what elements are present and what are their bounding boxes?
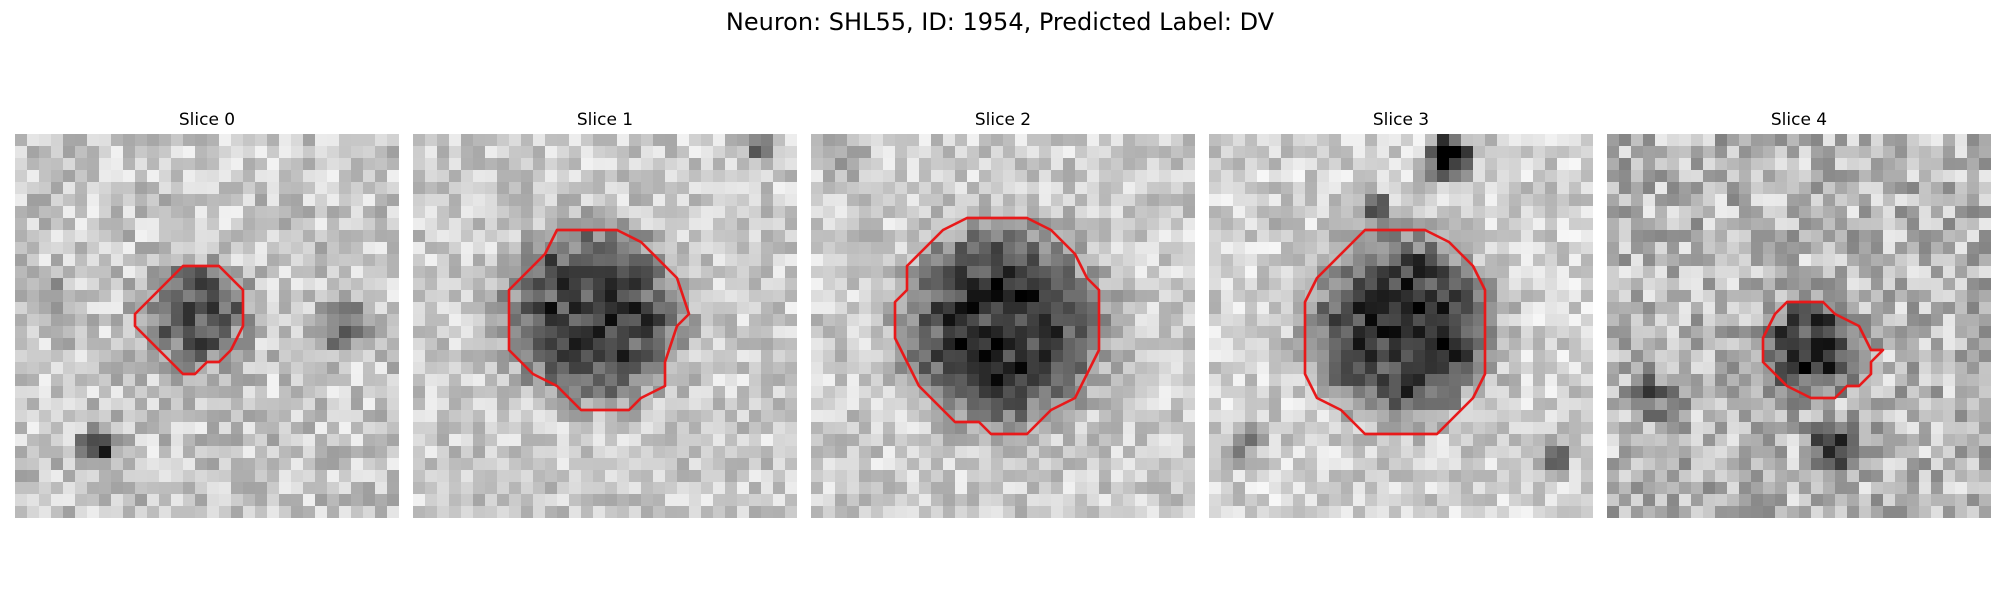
slice-image-2 — [811, 134, 1195, 518]
slice-title-0: Slice 0 — [178, 110, 236, 130]
slice-title-4: Slice 4 — [1770, 110, 1828, 130]
roi-contour — [507, 228, 691, 412]
slice-pixels — [15, 134, 399, 518]
slice-pixels — [1607, 134, 1991, 518]
slice-image-3 — [1209, 134, 1593, 518]
roi-contour — [1761, 300, 1885, 400]
slice-pixels — [811, 134, 1195, 518]
slice-image-1 — [413, 134, 797, 518]
slice-title-1: Slice 1 — [576, 110, 634, 130]
roi-contour — [1303, 228, 1487, 436]
slice-pixels — [413, 134, 797, 518]
slice-panel-4: Slice 4 — [1607, 108, 1991, 518]
slice-panel-1: Slice 1 — [413, 108, 797, 518]
slice-panel-3: Slice 3 — [1209, 108, 1593, 518]
slice-image-0 — [15, 134, 399, 518]
slice-title-2: Slice 2 — [974, 110, 1032, 130]
figure-title: Neuron: SHL55, ID: 1954, Predicted Label… — [725, 8, 1275, 36]
roi-contour — [133, 264, 245, 376]
slice-panel-0: Slice 0 — [15, 108, 399, 518]
slice-pixels — [1209, 134, 1593, 518]
slice-panel-2: Slice 2 — [811, 108, 1195, 518]
slice-title-3: Slice 3 — [1372, 110, 1430, 130]
roi-contour — [893, 216, 1101, 436]
slice-image-4 — [1607, 134, 1991, 518]
